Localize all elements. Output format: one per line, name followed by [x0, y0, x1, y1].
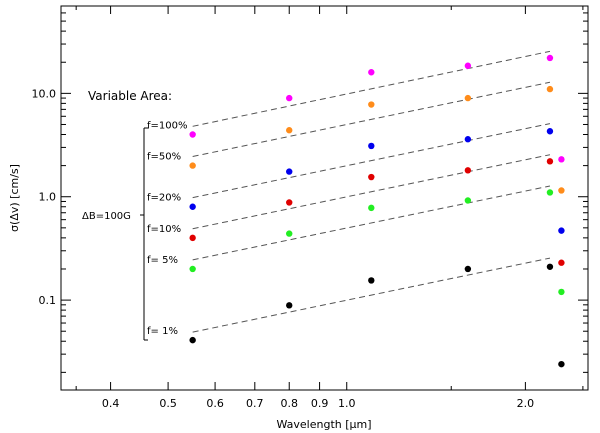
- x-tick-label-6: 1.0: [338, 397, 356, 410]
- point-0-3: [464, 62, 472, 69]
- x-tick-label-1: 0.5: [159, 397, 177, 410]
- fit-line-2: [192, 123, 551, 199]
- fit-line-3: [192, 154, 551, 230]
- x-tick-label-2: 0.6: [206, 397, 224, 410]
- point-1-3: [464, 94, 472, 102]
- point-3-1: [286, 199, 293, 206]
- point-1-0: [189, 162, 196, 169]
- y-axis: 0.1 1.0 10.0: [32, 12, 588, 373]
- point-1-5: [558, 187, 565, 194]
- point-4-3: [464, 197, 472, 204]
- point-1-2: [368, 101, 375, 108]
- point-4-1: [286, 230, 293, 237]
- point-5-3: [464, 265, 472, 273]
- point-2-0: [189, 203, 196, 210]
- fit-line-5: [192, 257, 551, 333]
- fit-line-4: [192, 185, 551, 261]
- point-3-4: [546, 158, 554, 165]
- point-3-0: [189, 234, 196, 242]
- plot-frame: [60, 5, 589, 391]
- point-4-5: [558, 288, 565, 296]
- series-label-0: f=100%: [147, 120, 188, 131]
- annotation-title: Variable Area:: [88, 89, 172, 103]
- point-3-2: [368, 173, 375, 181]
- point-4-4: [546, 189, 554, 196]
- point-2-1: [286, 168, 293, 175]
- y-axis-label: σ(Δv) [cm/s]: [8, 164, 21, 232]
- y-tick-label-2: 10.0: [32, 87, 57, 100]
- point-5-2: [368, 277, 375, 284]
- x-tick-label-4: 0.8: [280, 397, 298, 410]
- point-4-0: [189, 265, 196, 273]
- series-label-1: f=50%: [147, 152, 181, 163]
- point-5-1: [286, 302, 293, 309]
- series-label-3: f=10%: [147, 224, 181, 235]
- point-0-5: [558, 156, 565, 163]
- point-1-4: [546, 85, 554, 93]
- point-2-2: [368, 142, 375, 150]
- series-label-4: f= 5%: [147, 255, 178, 266]
- y-tick-label-1: 1.0: [39, 191, 57, 204]
- fit-line-0: [192, 50, 551, 127]
- fit-line-1: [192, 81, 551, 157]
- point-0-4: [546, 54, 554, 62]
- series-labels: f=100% f=50% f=20% f=10% f= 5% f= 1%: [147, 120, 188, 337]
- bracket-label: ΔB=100G: [82, 211, 131, 222]
- point-2-4: [546, 128, 554, 135]
- data-points: [189, 54, 565, 368]
- x-tick-label-5: 0.9: [311, 397, 329, 410]
- x-axis: 0.4 0.5 0.6 0.7 0.8 0.9 1.0 2.0: [75, 6, 584, 410]
- point-0-2: [368, 69, 375, 76]
- point-5-0: [189, 336, 196, 344]
- point-0-0: [189, 131, 196, 138]
- series-label-5: f= 1%: [147, 326, 178, 337]
- point-2-5: [558, 227, 565, 234]
- point-2-3: [464, 136, 472, 143]
- point-3-3: [464, 167, 472, 174]
- series-label-2: f=20%: [147, 193, 181, 204]
- point-5-5: [558, 360, 565, 368]
- fit-lines: [192, 50, 551, 333]
- y-tick-label-0: 0.1: [39, 294, 57, 307]
- x-tick-label-7: 2.0: [517, 397, 535, 410]
- point-5-4: [546, 263, 554, 270]
- x-axis-label: Wavelength [μm]: [276, 418, 371, 431]
- point-1-1: [286, 127, 293, 134]
- point-0-1: [286, 94, 293, 102]
- x-tick-label-3: 0.7: [246, 397, 264, 410]
- x-tick-label-0: 0.4: [102, 397, 120, 410]
- point-3-5: [558, 259, 565, 266]
- bracket: [140, 127, 148, 341]
- point-4-2: [368, 204, 375, 212]
